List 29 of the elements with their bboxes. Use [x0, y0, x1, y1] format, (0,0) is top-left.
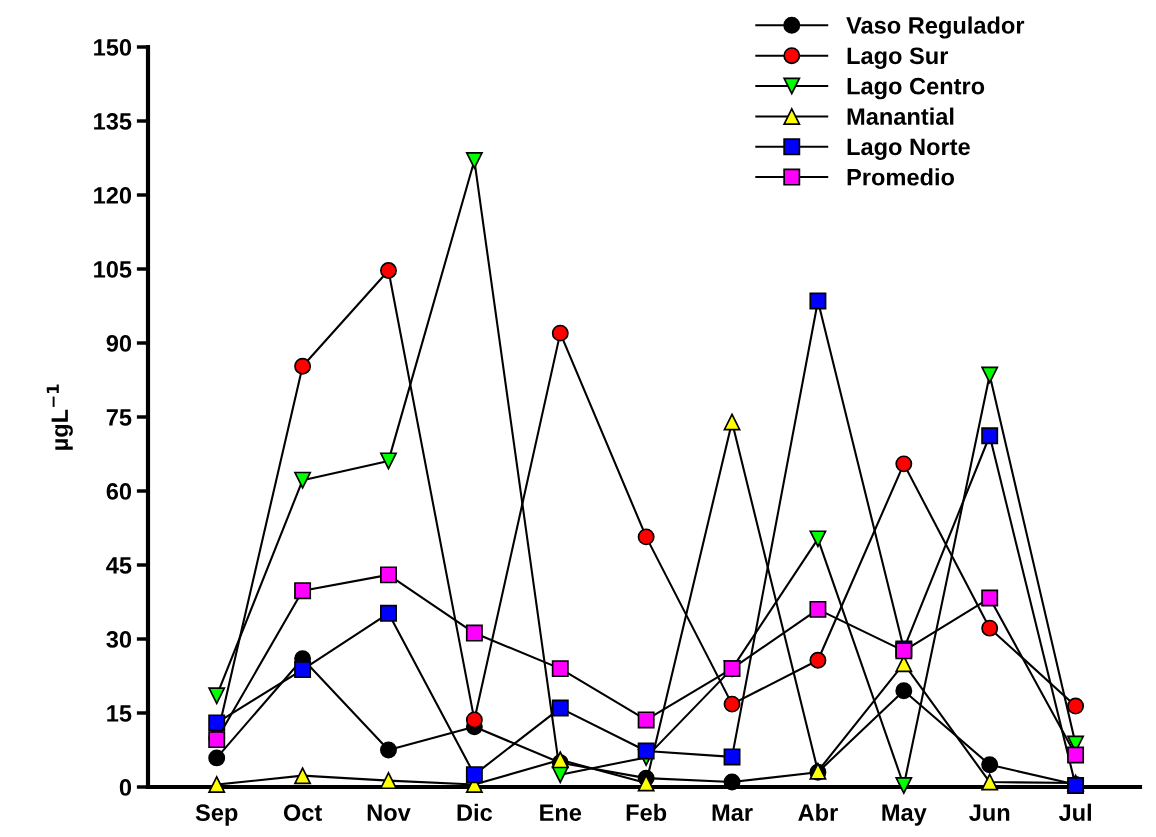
x-tick-label: Sep — [195, 804, 238, 826]
y-tick-label: 150 — [94, 39, 132, 56]
x-tick-label: Abr — [798, 803, 838, 822]
x-tick-label: Dic — [457, 803, 493, 822]
x-tick-label: Mar — [712, 804, 753, 822]
x-tick-label: Ene — [540, 804, 582, 822]
x-tick-label: Jun — [969, 804, 1010, 822]
y-tick-label: 105 — [94, 261, 132, 278]
y-tick-label: 60 — [106, 483, 132, 500]
y-tick-label: 120 — [94, 187, 132, 204]
legend-label: Promedio — [847, 168, 955, 186]
x-tick-label: Nov — [367, 804, 411, 822]
x-tick-label: Feb — [626, 803, 667, 822]
y-tick-label: 0 — [119, 779, 132, 796]
legend-label: Vaso Regulador — [846, 16, 1025, 39]
x-tick-label: Jul — [1058, 803, 1091, 822]
y-tick-label: 75 — [106, 409, 132, 426]
y-tick-label: 135 — [94, 113, 132, 130]
y-tick-label: 90 — [106, 335, 132, 352]
legend-label: Manantial — [847, 107, 954, 125]
legend-label: Lago Norte — [847, 138, 970, 160]
y-tick-label: 15 — [107, 705, 132, 722]
y-tick-label: 30 — [106, 631, 132, 648]
x-tick-label: May — [882, 804, 927, 826]
y-axis-title: µgL$^{−1}$ — [46, 384, 73, 450]
x-tick-label: Oct — [283, 804, 322, 822]
legend-label: Lago Sur — [847, 47, 949, 69]
y-tick-label: 45 — [106, 557, 132, 574]
legend-label: Lago Centro — [847, 77, 985, 100]
